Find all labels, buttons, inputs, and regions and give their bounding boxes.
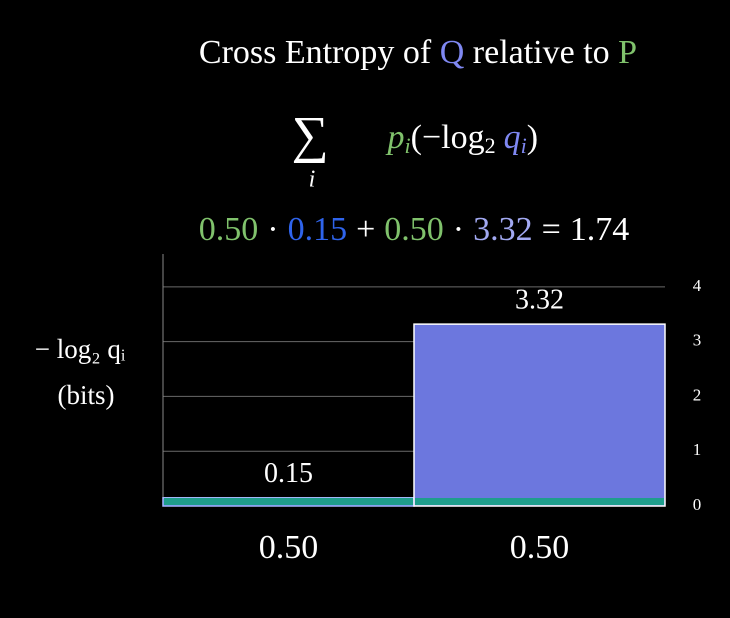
y-axis-label: − log₂ qᵢ [35, 334, 126, 364]
formula-p: p [386, 119, 405, 156]
formula-q: q [504, 119, 521, 156]
equation-term: = [542, 211, 561, 248]
equation-term: 3.32 [473, 211, 533, 248]
equation: 0.50 · 0.15 +0.50 · 3.32 = 1.74 [199, 211, 630, 248]
baseline-strip [415, 498, 664, 505]
y-tick-label: 0 [693, 495, 702, 514]
x-tick-label: 0.50 [259, 529, 319, 566]
value-label: 0.15 [264, 458, 313, 489]
title-part: relative to [464, 34, 618, 71]
y-tick-label: 3 [693, 331, 702, 350]
y-tick-label: 2 [693, 385, 702, 404]
baseline-strip [164, 498, 413, 505]
title-part: Q [440, 34, 465, 71]
equation-term: · [453, 211, 464, 248]
formula-close: ) [527, 119, 538, 156]
title-part: P [618, 34, 637, 71]
title-part: Cross Entropy of [199, 34, 440, 71]
formula-sub: i [405, 133, 411, 158]
formula-sub: i [521, 133, 527, 158]
equation-term: + [356, 211, 375, 248]
formula-index: i [309, 167, 316, 193]
equation-term: 1.74 [570, 211, 630, 248]
chart-title: Cross Entropy of Q relative to P [199, 34, 637, 71]
equation-term: 0.15 [288, 211, 348, 248]
y-tick-label: 1 [693, 440, 702, 459]
equation-term: · [267, 211, 278, 248]
formula-open: (−log [411, 119, 485, 156]
bar [413, 323, 666, 507]
formula: pi(−log2 qi) [345, 119, 564, 158]
equation-term: 0.50 [384, 211, 444, 248]
formula-sum: ∑ [291, 107, 328, 164]
x-tick-label: 0.50 [510, 529, 570, 566]
formula-base: 2 [485, 133, 496, 158]
y-axis-label: (bits) [58, 380, 115, 410]
equation-term: 0.50 [199, 211, 259, 248]
y-tick-label: 4 [693, 276, 702, 295]
value-label: 3.32 [515, 285, 564, 316]
